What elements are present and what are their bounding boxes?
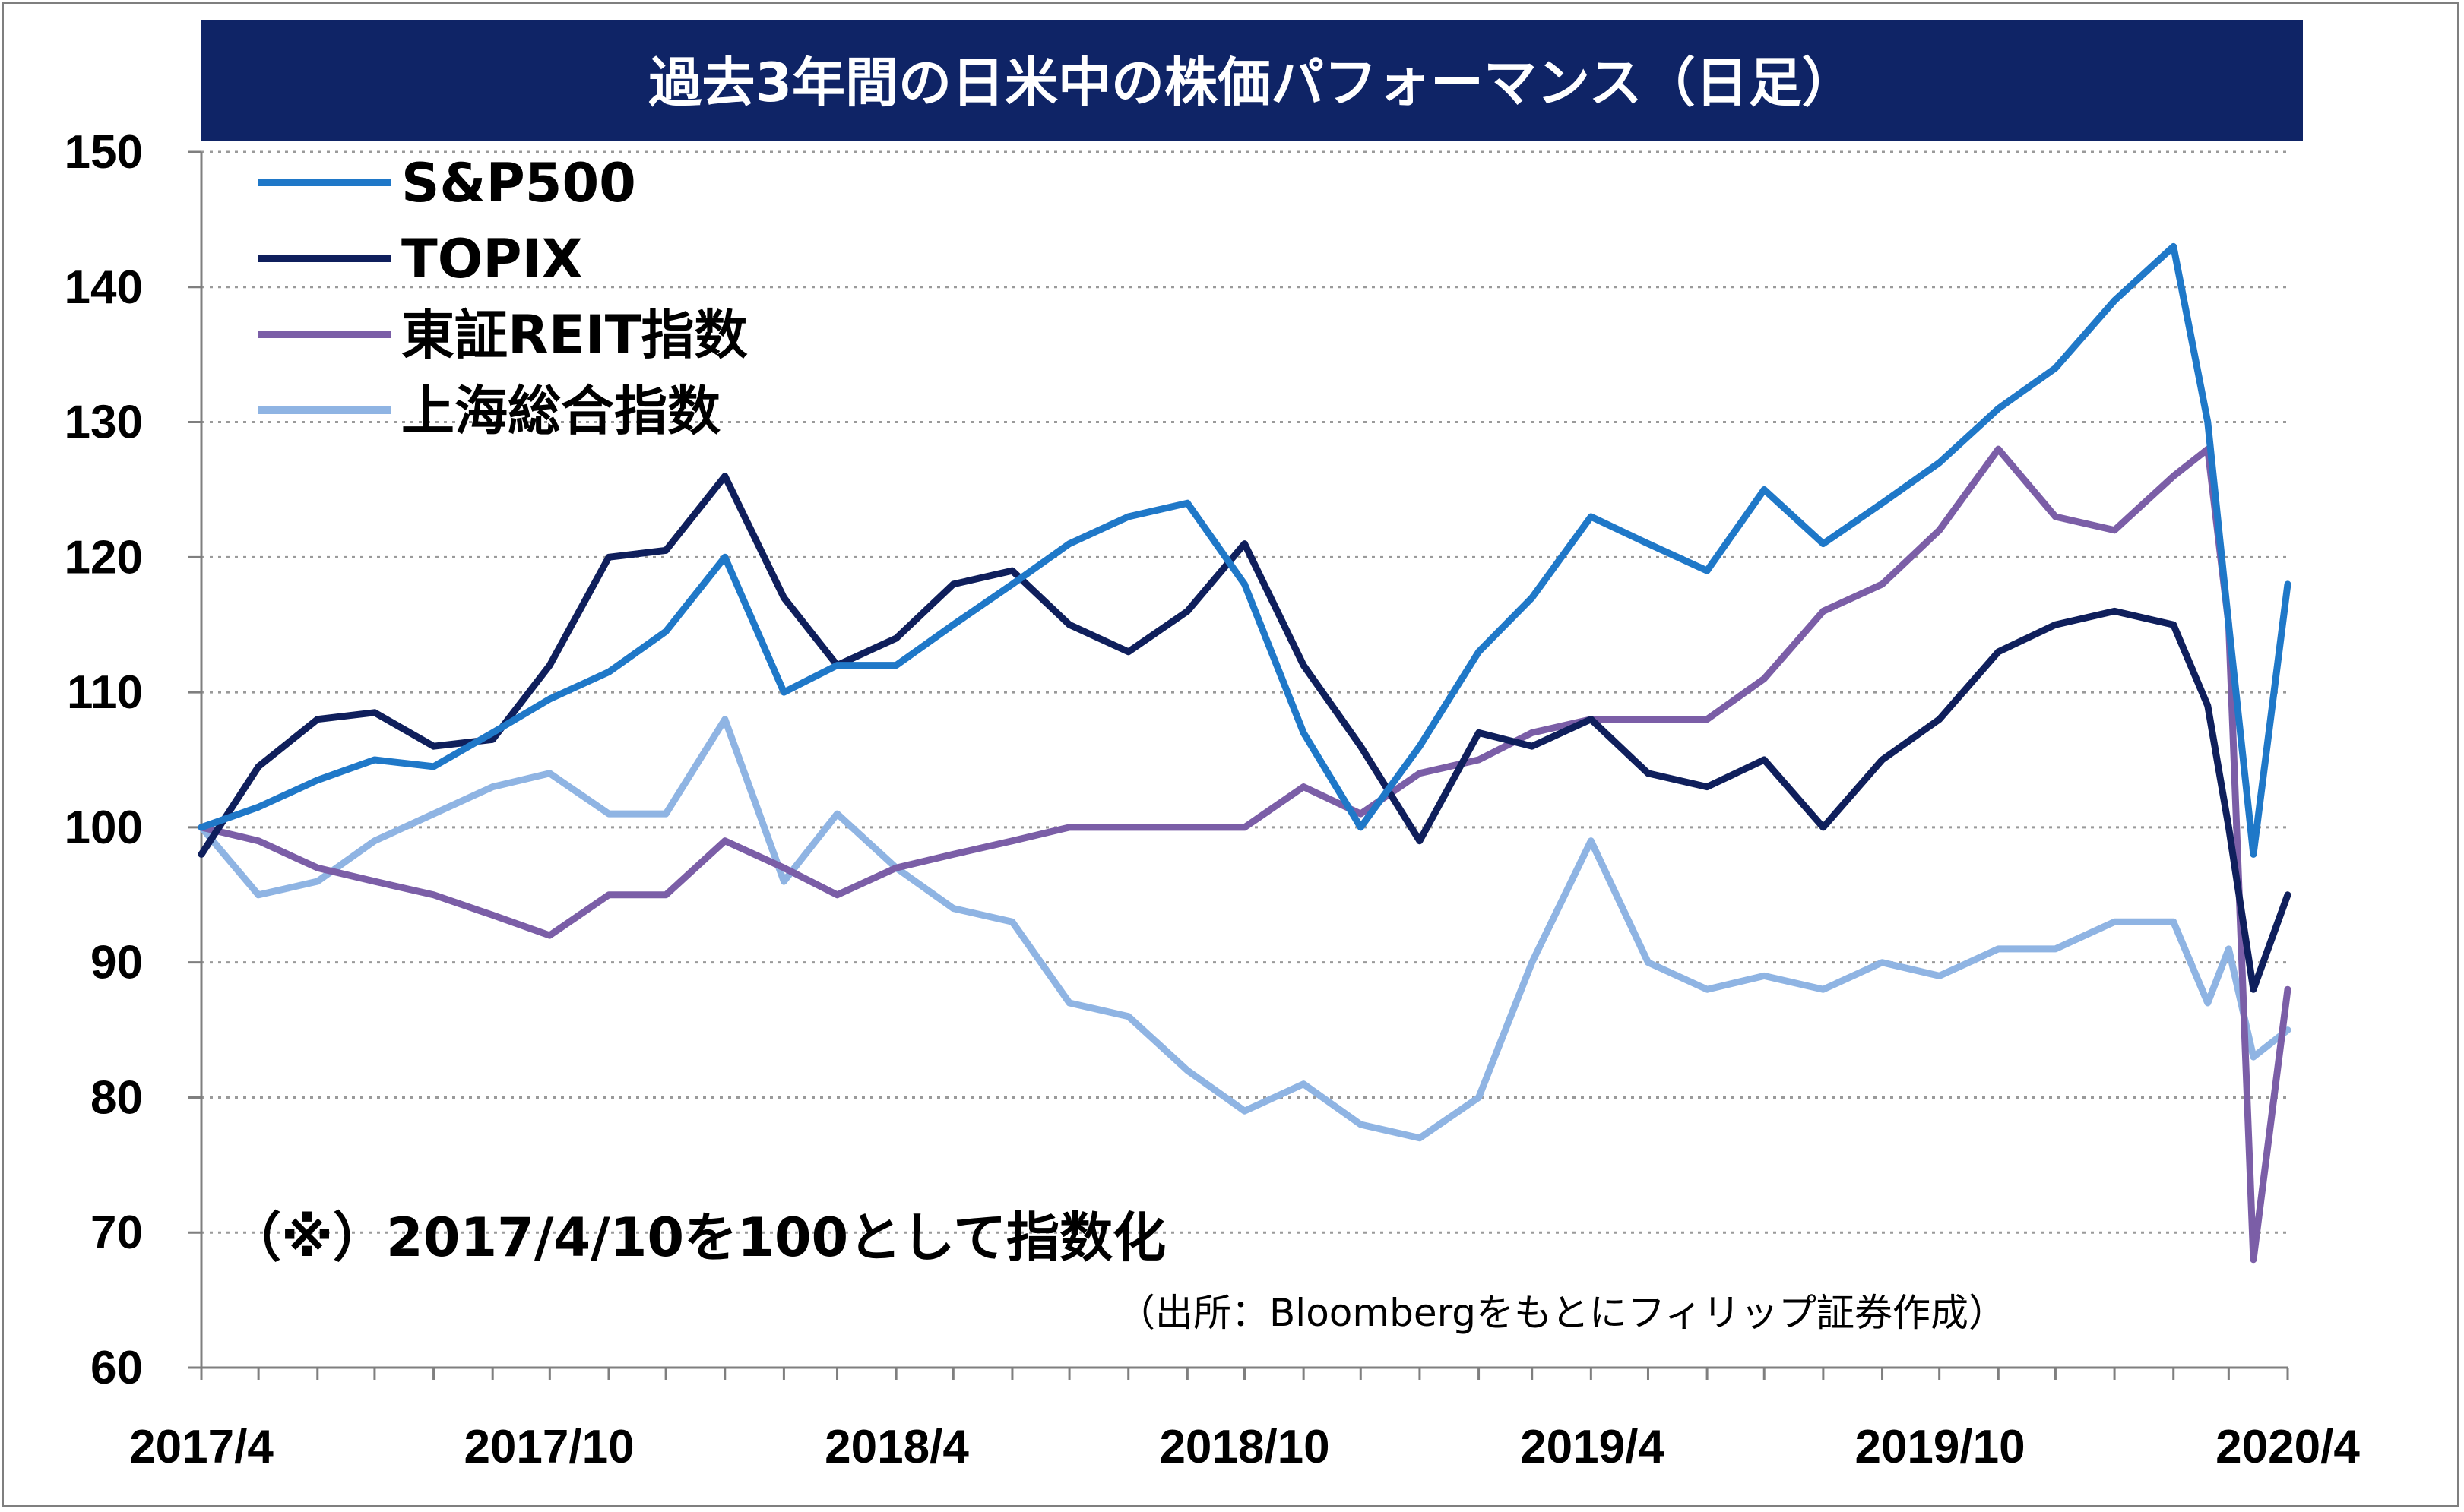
x-tick-label: 2017/10 [464,1421,634,1473]
x-tick-label: 2018/4 [825,1421,969,1473]
y-tick-label: 120 [65,531,143,584]
y-tick-label: 100 [65,802,143,854]
legend-label: S&P500 [401,152,636,214]
x-tick-label: 2018/10 [1159,1421,1329,1473]
y-tick-label: 150 [65,126,143,179]
x-tick-label: 2017/4 [129,1421,274,1473]
source-note: （出所：Bloombergをもとにフィリップ証券作成） [1117,1291,2006,1335]
series-line-2 [198,473,2291,993]
title-banner [201,20,2303,141]
y-tick-label: 140 [65,261,143,314]
x-tick-label: 2019/4 [1520,1421,1664,1473]
series-lines [198,242,2291,1264]
legend-label: 東証REIT指数 [401,304,748,366]
series-line-3 [198,445,2291,1264]
chart-title: 過去3年間の日米中の株価パフォーマンス（日足） [648,52,1854,114]
legend-label: 上海総合指数 [401,380,721,442]
y-tick-label: 110 [67,666,143,719]
y-tick-label: 130 [65,397,143,449]
index-note: （※）2017/4/10を100として指数化 [228,1207,1166,1269]
y-tick-label: 60 [90,1342,143,1394]
x-tick-labels: 2017/4 2017/10 2018/4 2018/10 2019/4 2019/10 2… [129,1421,2360,1473]
x-tick-label: 2020/4 [2215,1421,2360,1473]
y-tick-labels: 150 140 130 120 110 100 90 80 70 60 [65,126,143,1394]
y-tick-label: 80 [90,1071,143,1124]
axes [188,150,2289,1380]
series-line-1 [198,242,2291,858]
y-tick-label: 90 [90,937,143,989]
legend-label: TOPIX [401,228,583,290]
x-tick-label: 2019/10 [1854,1421,2025,1473]
series-line-4 [198,716,2291,1142]
y-tick-label: 70 [90,1207,143,1259]
